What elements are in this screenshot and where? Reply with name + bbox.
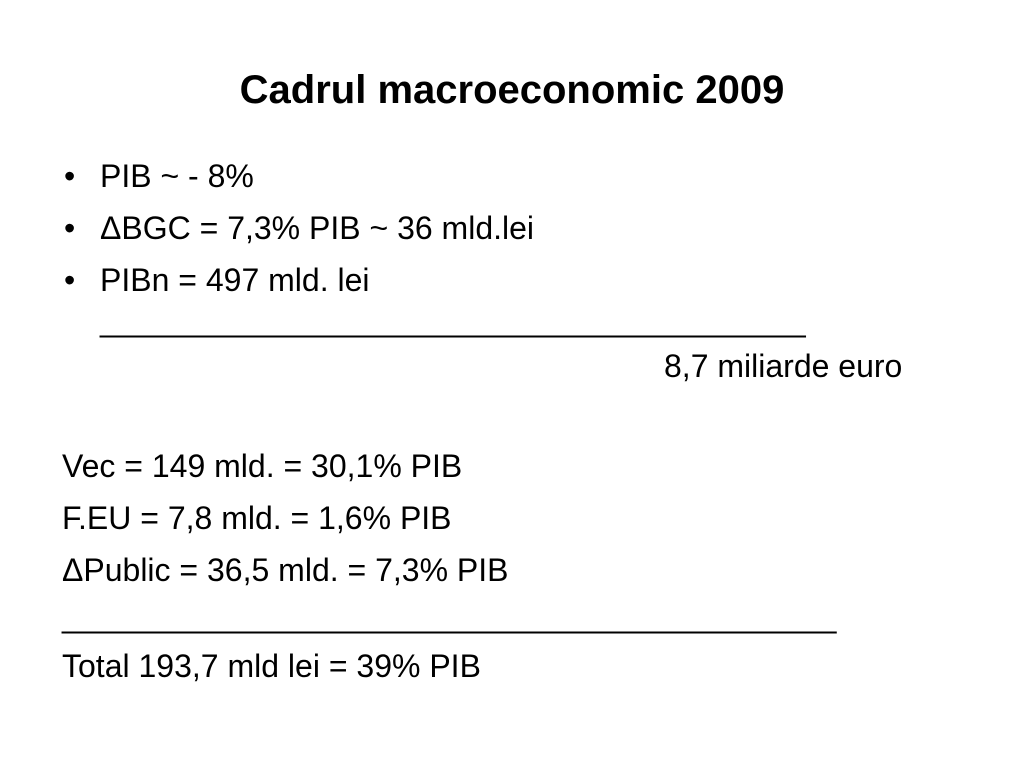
expense-line: F.EU = 7,8 mld. = 1,6% PIB	[62, 500, 452, 536]
euro-equivalent: 8,7 miliarde euro	[664, 348, 903, 384]
bullet-dot: •	[64, 210, 76, 246]
bullet-item: • PIBn = 497 mld. lei	[60, 254, 534, 306]
bullet-item: • ΔBGC = 7,3% PIB ~ 36 mld.lei	[60, 202, 534, 254]
expense-line: ΔPublic = 36,5 mld. = 7,3% PIB	[62, 552, 509, 588]
total-line: Total 193,7 mld lei = 39% PIB	[62, 648, 481, 684]
bullet-dot: •	[64, 262, 76, 298]
slide-title: Cadrul macroeconomic 2009	[239, 68, 785, 112]
underscore-divider-long: ________________________________________…	[62, 598, 836, 634]
bullet-text: PIBn = 497 mld. lei	[100, 262, 370, 298]
bullet-list: • PIB ~ - 8% • ΔBGC = 7,3% PIB ~ 36 mld.…	[60, 150, 534, 306]
bullet-item: • PIB ~ - 8%	[60, 150, 534, 202]
expense-lines: Vec = 149 mld. = 30,1% PIB F.EU = 7,8 ml…	[62, 440, 509, 596]
bullet-dot: •	[64, 158, 76, 194]
underscore-divider-short: ________________________________________…	[100, 302, 806, 338]
bullet-text: PIB ~ - 8%	[100, 158, 254, 194]
bullet-text: ΔBGC = 7,3% PIB ~ 36 mld.lei	[100, 210, 535, 246]
expense-line: Vec = 149 mld. = 30,1% PIB	[62, 448, 463, 484]
